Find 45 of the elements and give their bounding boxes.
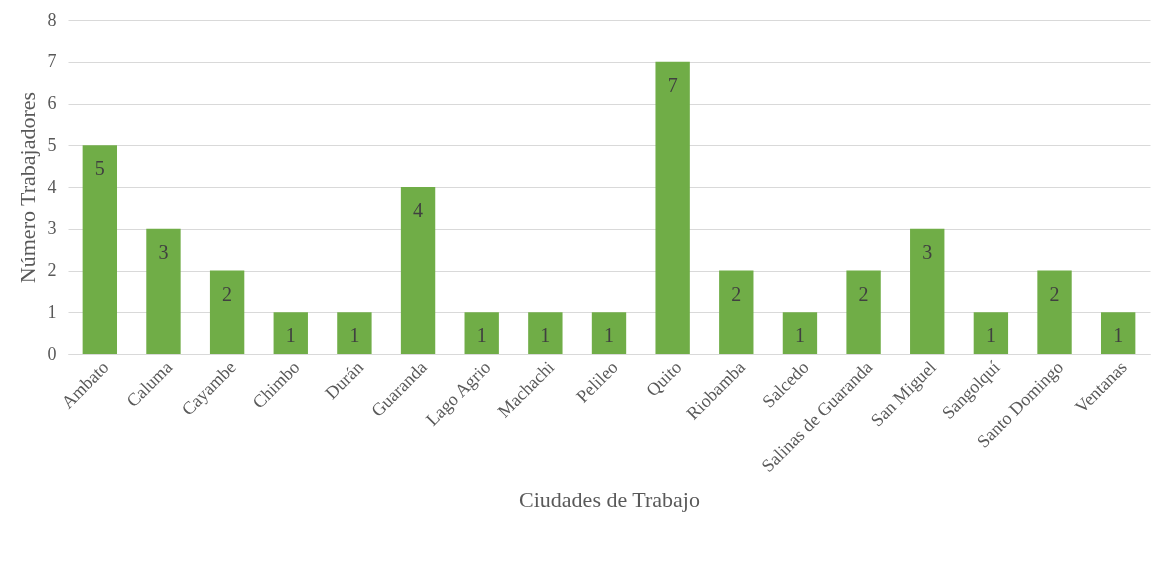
x-axis-title: Ciudades de Trabajo bbox=[519, 486, 700, 512]
bar bbox=[655, 61, 690, 354]
data-label: 2 bbox=[858, 282, 869, 305]
bar bbox=[591, 312, 627, 354]
y-tick-label: 6 bbox=[47, 93, 57, 113]
data-label: 1 bbox=[476, 324, 487, 347]
bar bbox=[719, 270, 754, 354]
bar bbox=[782, 312, 818, 354]
data-label: 1 bbox=[985, 324, 996, 347]
data-label: 1 bbox=[794, 324, 805, 347]
y-tick-label: 3 bbox=[47, 218, 57, 239]
bar bbox=[910, 228, 945, 354]
y-tick-label: 2 bbox=[47, 260, 57, 280]
data-label: 1 bbox=[285, 324, 296, 347]
data-label: 3 bbox=[158, 240, 169, 263]
bar bbox=[528, 312, 563, 354]
data-label: 4 bbox=[413, 199, 424, 221]
bar bbox=[400, 187, 436, 354]
data-label: 1 bbox=[1113, 324, 1124, 347]
bar bbox=[337, 312, 372, 354]
bar bbox=[464, 312, 499, 354]
data-label: 2 bbox=[731, 282, 742, 305]
bar bbox=[973, 312, 1009, 354]
bar bbox=[273, 312, 308, 354]
bar bbox=[146, 228, 181, 354]
y-tick-label: 8 bbox=[47, 9, 57, 30]
bar bbox=[846, 270, 881, 354]
data-label: 7 bbox=[667, 73, 678, 96]
data-label: 1 bbox=[349, 324, 360, 347]
data-label: 2 bbox=[1049, 282, 1060, 305]
data-label: 5 bbox=[94, 157, 105, 180]
y-tick-label: 0 bbox=[47, 343, 57, 364]
y-tick-label: 4 bbox=[47, 176, 57, 197]
bar bbox=[1100, 312, 1136, 354]
bar bbox=[82, 145, 118, 354]
bar bbox=[209, 270, 245, 354]
data-label: 1 bbox=[540, 324, 551, 347]
data-label: 2 bbox=[222, 282, 233, 305]
y-tick-label: 1 bbox=[47, 301, 57, 322]
data-label: 3 bbox=[922, 240, 933, 263]
y-tick-label: 7 bbox=[47, 51, 57, 72]
data-label: 1 bbox=[604, 324, 614, 347]
y-tick-label: 5 bbox=[47, 134, 57, 155]
bar bbox=[1037, 270, 1072, 354]
y-axis-title: Número Trabajadores bbox=[14, 91, 40, 284]
